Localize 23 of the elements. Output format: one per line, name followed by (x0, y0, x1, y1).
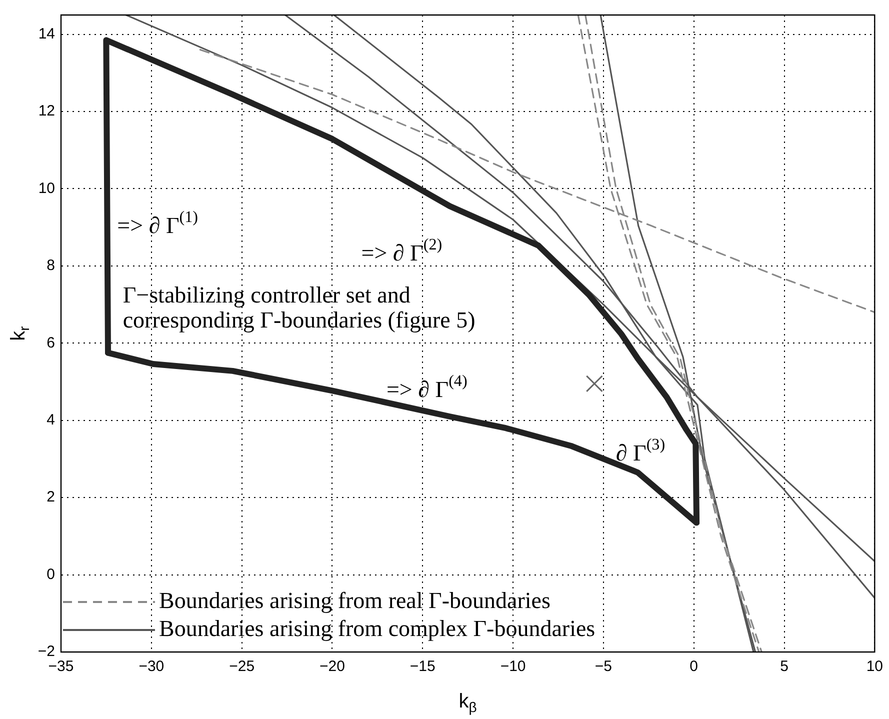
y-tick-label: 14 (38, 25, 55, 42)
x-tick-label: −30 (138, 658, 164, 676)
y-tick-label: 2 (46, 488, 55, 506)
legend-label: Boundaries arising from real Γ-boundaries (159, 588, 550, 614)
legend-label: Boundaries arising from complex Γ-boundaries (159, 616, 596, 642)
x-tick-label: −15 (410, 658, 436, 676)
x-tick-label: −25 (229, 658, 255, 676)
x-tick-label: −5 (594, 658, 612, 676)
y-tick-label: −2 (38, 643, 55, 660)
y-tick-label: 10 (38, 180, 55, 197)
x-tick-label: 0 (690, 658, 698, 676)
y-axis-title: kr (8, 326, 32, 341)
y-tick-label: 0 (46, 566, 55, 583)
annotation: Γ−stabilizing controller set and corresponding Γ-boundaries (figure 5) (122, 282, 476, 333)
x-tick-label: 10 (866, 658, 883, 676)
x-tick-label: 5 (780, 658, 788, 676)
y-tick-label: 4 (46, 412, 55, 429)
x-tick-label: −35 (48, 658, 74, 676)
x-tick-label: −20 (319, 658, 345, 676)
x-tick-label: −10 (500, 658, 526, 676)
y-tick-label: 12 (38, 102, 55, 120)
y-tick-label: 6 (46, 334, 55, 352)
y-tick-label: 8 (46, 257, 55, 274)
